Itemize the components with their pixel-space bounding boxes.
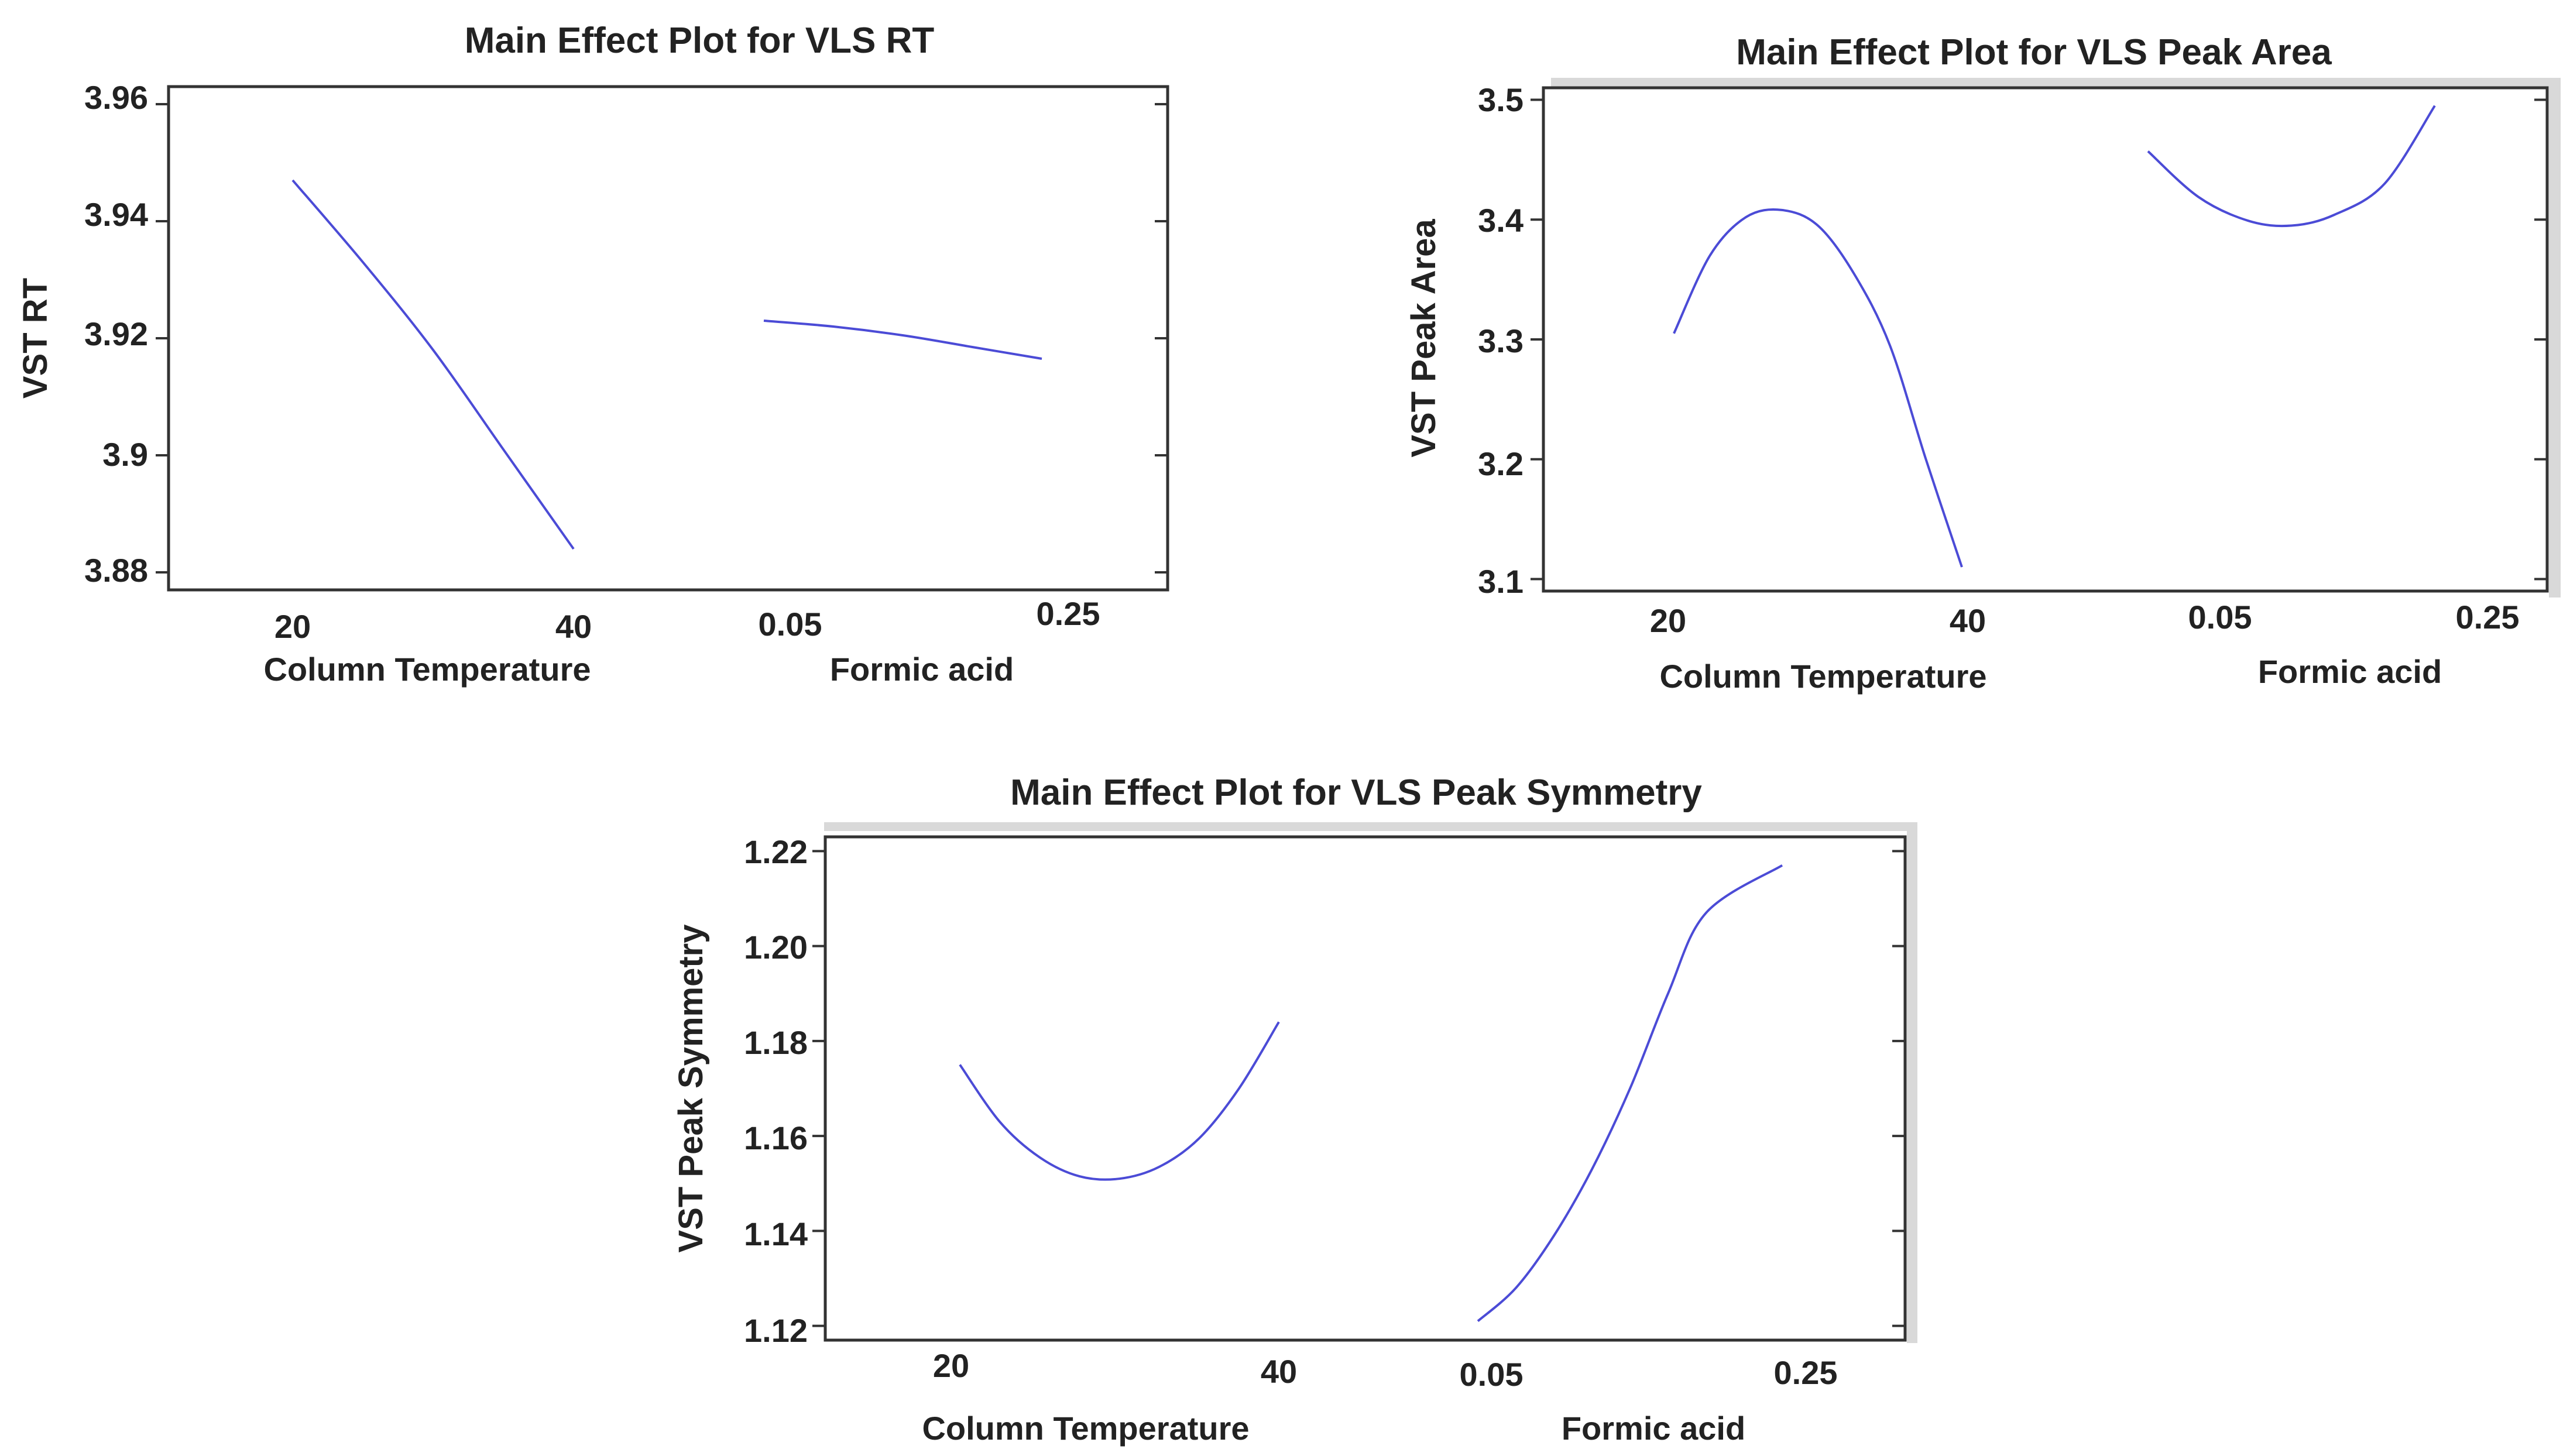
chart-area-factor2-line [2147,105,2436,228]
chart-marks [156,98,2547,1327]
chart-sym-ytick-1: 1.12 [744,1312,808,1349]
chart-rt-ytick-4: 3.94 [84,196,148,233]
chart-sym-factor1-xlabel: Column Temperature [922,1410,1249,1447]
chart-sym-ytick-5: 1.20 [744,929,808,966]
chart-sym-factor1-line [959,1021,1280,1181]
chart-sym-factor1-xtick-2: 40 [1261,1353,1297,1390]
chart-area: Main Effect Plot for VLS Peak Area VST P… [1405,32,2561,695]
chart-sym-frame [824,835,1907,1342]
chart-sym-ytick-4: 1.18 [744,1024,808,1061]
chart-area-factor1-xlabel: Column Temperature [1659,658,1986,695]
chart-area-ytick-3: 3.3 [1478,322,1524,359]
chart-sym-ytick-2: 1.14 [744,1215,808,1252]
chart-sym-ylabel: VST Peak Symmetry [672,925,710,1253]
chart-rt: Main Effect Plot for VLS RT VST RT 3.88 … [16,20,1169,688]
chart-sym-factor2-xtick-2: 0.25 [1774,1354,1838,1391]
chart-rt-ytick-5: 3.96 [84,79,148,116]
chart-rt-ytick-3: 3.92 [84,315,148,352]
chart-rt-factor1-xtick-2: 40 [555,608,592,645]
chart-area-ytick-1: 3.1 [1478,563,1524,600]
chart-area-factor1-xtick-2: 40 [1950,602,1986,639]
chart-rt-factor1-xlabel: Column Temperature [263,651,591,688]
chart-area-factor2-xtick-2: 0.25 [2456,599,2520,636]
chart-area-ytick-5: 3.5 [1478,81,1524,118]
chart-area-ylabel: VST Peak Area [1405,219,1443,458]
chart-area-factor1-xtick-1: 20 [1650,602,1686,639]
chart-sym: Main Effect Plot for VLS Peak Symmetry V… [672,772,1917,1447]
chart-sym-shadow-right [1907,822,1917,1343]
chart-rt-title: Main Effect Plot for VLS RT [465,20,935,61]
chart-area-factor2-xlabel: Formic acid [2258,653,2442,690]
chart-area-ytick-4: 3.4 [1478,202,1524,239]
chart-area-shadow-right [2549,78,2561,597]
chart-rt-factor1-line [291,179,575,550]
chart-rt-factor2-xlabel: Formic acid [830,651,1014,688]
chart-rt-ylabel: VST RT [16,278,54,399]
chart-area-frame [1542,86,2549,593]
chart-sym-ytick-6: 1.22 [744,833,808,870]
chart-area-shadow-top [1551,78,2561,87]
chart-area-factor1-line [1673,208,1963,568]
chart-rt-factor2-xtick-1: 0.05 [759,606,822,643]
chart-sym-title: Main Effect Plot for VLS Peak Symmetry [1010,772,1702,813]
chart-area-factor2-xtick-1: 0.05 [2188,599,2252,636]
chart-rt-factor1-xtick-1: 20 [275,608,311,645]
chart-rt-ytick-1: 3.88 [84,552,148,589]
chart-rt-ytick-2: 3.9 [102,436,148,473]
chart-rt-factor2-xtick-2: 0.25 [1037,595,1100,632]
chart-sym-shadow-top [824,822,1917,831]
chart-rt-frame [167,85,1169,592]
chart-sym-factor1-xtick-1: 20 [933,1347,969,1384]
chart-area-title: Main Effect Plot for VLS Peak Area [1736,32,2332,73]
chart-sym-factor2-xtick-1: 0.05 [1460,1356,1524,1393]
chart-sym-factor2-xlabel: Formic acid [1562,1410,1745,1447]
chart-rt-factor2-line [763,320,1042,360]
chart-sym-factor2-line [1477,864,1783,1323]
chart-sym-ytick-3: 1.16 [744,1120,808,1156]
chart-area-ytick-2: 3.2 [1478,445,1524,482]
